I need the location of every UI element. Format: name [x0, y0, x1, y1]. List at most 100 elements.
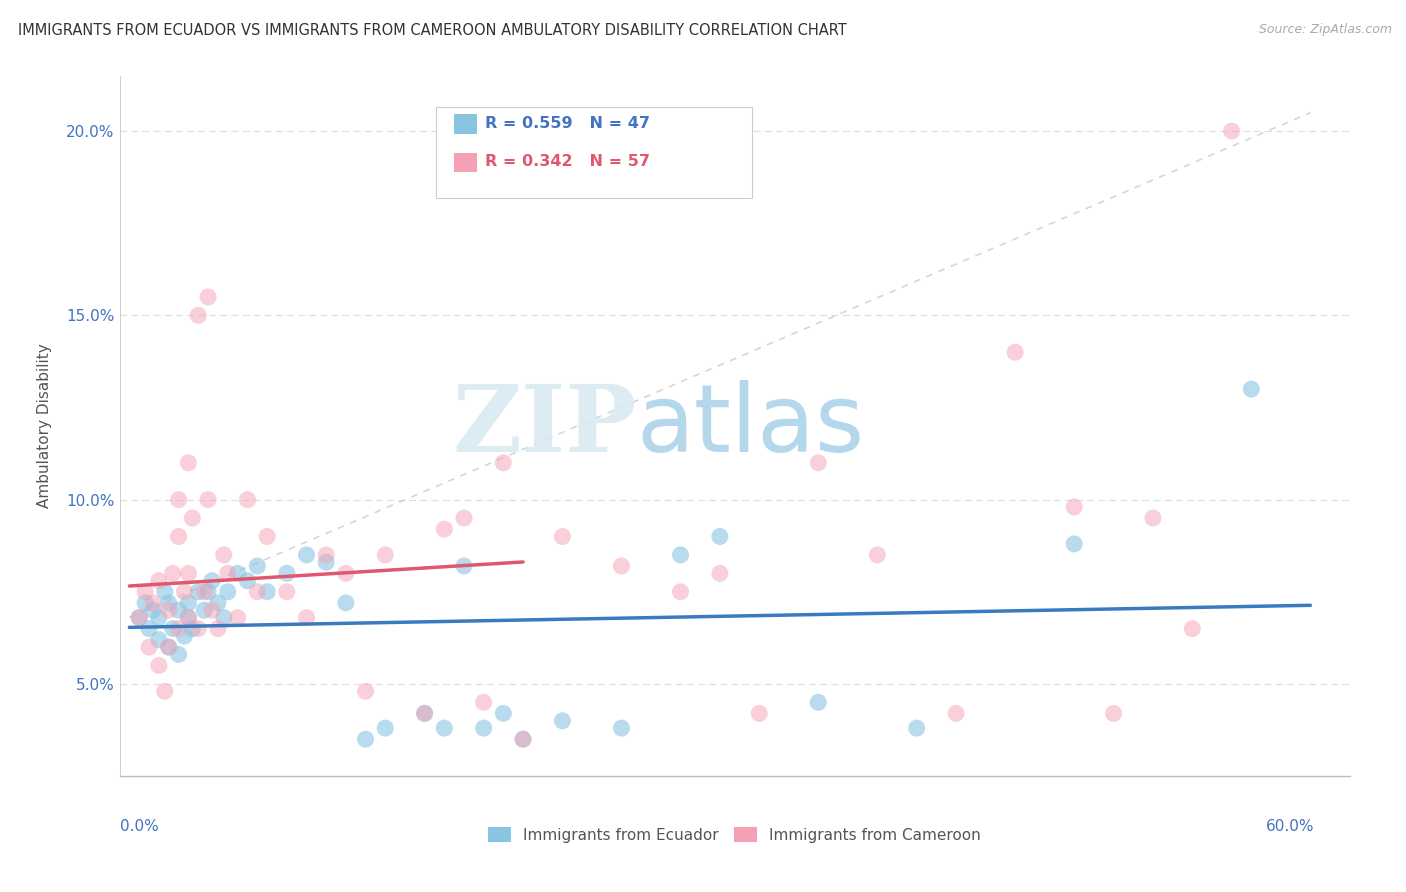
Point — [197, 584, 219, 599]
Point — [472, 695, 495, 709]
Point — [512, 732, 534, 747]
Point — [315, 555, 337, 569]
Point — [212, 548, 235, 562]
Point — [295, 548, 318, 562]
Point — [1063, 537, 1085, 551]
Point — [148, 610, 170, 624]
Point — [157, 640, 180, 654]
Point — [173, 584, 195, 599]
Point — [748, 706, 770, 721]
Point — [197, 492, 219, 507]
Point — [148, 574, 170, 588]
Text: 0.0%: 0.0% — [120, 820, 159, 834]
Point — [187, 584, 209, 599]
Point — [1102, 706, 1125, 721]
Point — [709, 566, 731, 581]
Point — [181, 622, 204, 636]
Point — [354, 684, 377, 698]
Point — [226, 610, 249, 624]
Point — [610, 721, 633, 735]
Point — [1063, 500, 1085, 514]
Point — [945, 706, 967, 721]
Point — [433, 721, 456, 735]
Point — [201, 574, 224, 588]
Text: R = 0.342   N = 57: R = 0.342 N = 57 — [485, 154, 650, 169]
Point — [148, 658, 170, 673]
Point — [167, 492, 190, 507]
Point — [177, 456, 200, 470]
Point — [201, 603, 224, 617]
Point — [207, 596, 229, 610]
Point — [246, 558, 269, 573]
Point — [236, 492, 259, 507]
Point — [226, 566, 249, 581]
Point — [413, 706, 436, 721]
Point — [669, 548, 692, 562]
Point — [374, 721, 396, 735]
Point — [217, 584, 239, 599]
Point — [157, 640, 180, 654]
Point — [167, 603, 190, 617]
Point — [162, 566, 184, 581]
Legend: Immigrants from Ecuador, Immigrants from Cameroon: Immigrants from Ecuador, Immigrants from… — [482, 821, 987, 849]
Point — [276, 584, 298, 599]
Point — [193, 584, 215, 599]
Point — [807, 456, 830, 470]
Point — [433, 522, 456, 536]
Point — [905, 721, 928, 735]
Point — [187, 622, 209, 636]
Point — [807, 695, 830, 709]
Point — [866, 548, 889, 562]
Point — [453, 511, 475, 525]
Point — [256, 529, 278, 543]
Point — [177, 610, 200, 624]
Text: ZIP: ZIP — [451, 381, 636, 471]
Point — [551, 714, 574, 728]
Text: R = 0.559   N = 47: R = 0.559 N = 47 — [485, 116, 650, 130]
Point — [157, 603, 180, 617]
Point — [207, 622, 229, 636]
Text: Source: ZipAtlas.com: Source: ZipAtlas.com — [1258, 23, 1392, 37]
Point — [173, 629, 195, 643]
Point — [1181, 622, 1204, 636]
Point — [193, 603, 215, 617]
Point — [453, 558, 475, 573]
Point — [512, 732, 534, 747]
Point — [177, 610, 200, 624]
Point — [246, 584, 269, 599]
Point — [335, 596, 357, 610]
Point — [167, 529, 190, 543]
Point — [276, 566, 298, 581]
Point — [374, 548, 396, 562]
Text: atlas: atlas — [636, 380, 865, 472]
Point — [1142, 511, 1164, 525]
Point — [669, 584, 692, 599]
Point — [138, 622, 160, 636]
Point — [354, 732, 377, 747]
Point — [217, 566, 239, 581]
Point — [492, 456, 515, 470]
Point — [197, 290, 219, 304]
Point — [134, 584, 156, 599]
Point — [187, 309, 209, 323]
Point — [128, 610, 150, 624]
Point — [153, 684, 176, 698]
Point — [551, 529, 574, 543]
Point — [492, 706, 515, 721]
Point — [1240, 382, 1263, 396]
Point — [610, 558, 633, 573]
Y-axis label: Ambulatory Disability: Ambulatory Disability — [38, 343, 52, 508]
Point — [1004, 345, 1026, 359]
Text: 60.0%: 60.0% — [1267, 820, 1315, 834]
Point — [256, 584, 278, 599]
Text: IMMIGRANTS FROM ECUADOR VS IMMIGRANTS FROM CAMEROON AMBULATORY DISABILITY CORREL: IMMIGRANTS FROM ECUADOR VS IMMIGRANTS FR… — [18, 23, 846, 38]
Point — [212, 610, 235, 624]
Point — [167, 648, 190, 662]
Point — [157, 596, 180, 610]
Point — [128, 610, 150, 624]
Point — [236, 574, 259, 588]
Point — [181, 511, 204, 525]
Point — [472, 721, 495, 735]
Point — [134, 596, 156, 610]
Point — [1220, 124, 1243, 138]
